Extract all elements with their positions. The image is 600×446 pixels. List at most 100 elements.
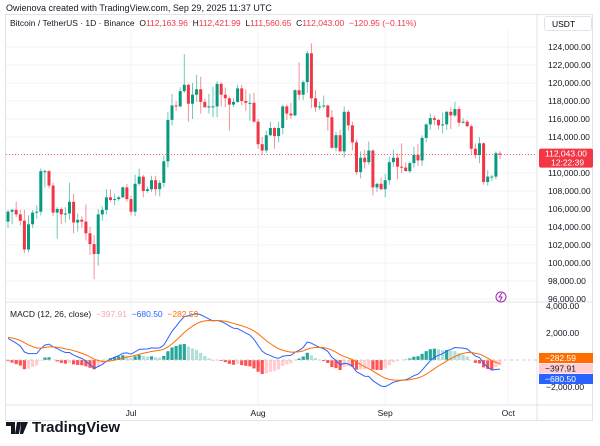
candle-body: [68, 201, 71, 214]
candle-body: [437, 119, 440, 126]
high-value: 112,421.99: [198, 18, 241, 28]
macd-line-value: −680.50: [131, 309, 163, 319]
macd-histogram-bar: [207, 358, 211, 360]
price-tick-label: 98,000.00: [548, 276, 586, 286]
candle-body: [170, 105, 174, 120]
macd-histogram-bar: [14, 360, 18, 365]
candle-body: [404, 167, 408, 172]
tradingview-logo-icon: [6, 421, 28, 434]
candle-body: [273, 128, 276, 137]
macd-histogram-bar: [174, 345, 178, 360]
macd-histogram-bar: [162, 355, 166, 360]
macd-histogram-bar: [322, 360, 326, 362]
candle-body: [182, 84, 186, 92]
macd-histogram-bar: [256, 360, 260, 372]
candle-body: [285, 106, 289, 114]
candle-body: [236, 88, 240, 102]
candle-body: [203, 101, 207, 108]
low-value: 111,560.65: [250, 18, 292, 28]
candle-body: [334, 135, 338, 148]
macd-histogram-bar: [231, 360, 236, 365]
candle-body: [445, 111, 449, 125]
macd-histogram-bar: [449, 350, 453, 360]
candle-body: [154, 180, 158, 190]
candle-body: [100, 209, 104, 215]
lightning-icon: [495, 291, 507, 303]
macd-histogram-bar: [137, 355, 141, 360]
macd-histogram-bar: [182, 344, 186, 360]
candle-body: [396, 157, 399, 167]
candle-body: [10, 209, 14, 212]
macd-histogram-bar: [190, 348, 195, 360]
macd-histogram-bar: [47, 357, 51, 360]
price-tick-label: 114,000.00: [548, 132, 590, 142]
candle-body: [92, 244, 96, 254]
candle-body: [416, 155, 420, 161]
macd-histogram-bar: [453, 351, 457, 360]
candle-body: [453, 109, 457, 116]
macd-signal-value: −282.59: [167, 309, 199, 319]
macd-histogram-bar: [486, 360, 490, 369]
candle-body: [186, 84, 190, 104]
last-price-badge: [539, 148, 593, 168]
candle-body: [309, 53, 313, 99]
candle-body: [96, 214, 100, 254]
price-tick-label: 96,000.00: [548, 294, 586, 304]
candle-body: [379, 183, 383, 190]
candle-body: [432, 118, 436, 120]
macd-histogram-bar: [76, 360, 80, 365]
macd-histogram-bar: [457, 353, 461, 360]
macd-histogram-bar: [39, 360, 43, 361]
candle-body: [461, 121, 465, 123]
time-tick-label: Oct: [502, 408, 516, 418]
candle-body: [252, 102, 256, 122]
macd-histogram-bar: [244, 360, 248, 366]
macd-title[interactable]: MACD (12, 26, close): [10, 309, 92, 319]
candle-body: [244, 101, 248, 103]
macd-histogram-bar: [416, 356, 420, 360]
macd-histogram-bar: [67, 360, 72, 363]
candle-body: [35, 211, 39, 213]
candle-body: [449, 111, 453, 116]
macd-histogram-bar: [490, 360, 494, 370]
candle-body: [355, 142, 358, 173]
candle-body: [420, 137, 424, 161]
candle-body: [441, 124, 445, 126]
macd-histogram-bar: [305, 352, 309, 360]
candle-body: [121, 187, 125, 198]
candle-body: [22, 220, 26, 250]
macd-histogram-bar: [80, 360, 84, 366]
candle-body: [297, 90, 301, 95]
candle-body: [387, 162, 391, 181]
high-label: H: [192, 18, 199, 28]
candle-body: [113, 199, 117, 201]
candle-body: [215, 83, 219, 107]
price-tick-label: 122,000.00: [548, 60, 591, 70]
open-label: O: [139, 18, 146, 28]
candle-body: [223, 94, 227, 99]
macd-histogram-bar: [149, 356, 154, 360]
symbol-title[interactable]: Bitcoin / TetherUS · 1D · Binance: [10, 18, 135, 28]
candle-body: [162, 161, 166, 183]
macd-histogram-bar: [166, 351, 170, 360]
candle-body: [109, 197, 112, 200]
candle-body: [240, 88, 244, 101]
macd-histogram-bar: [408, 358, 412, 360]
candle-body: [359, 157, 363, 173]
candle-body: [256, 121, 260, 145]
candle-body: [232, 101, 235, 105]
macd-value-badge-label: −282.59: [545, 353, 576, 363]
candle-body: [47, 171, 51, 186]
macd-histogram-bar: [268, 360, 272, 372]
price-tick-label: 124,000.00: [548, 42, 591, 52]
macd-histogram-bar: [10, 360, 14, 363]
candle-body: [31, 212, 35, 225]
macd-histogram-bar: [277, 360, 281, 370]
candle-body: [219, 83, 223, 95]
currency-button[interactable]: USDT: [544, 16, 592, 31]
macd-histogram-bar: [59, 360, 63, 363]
brand-name: TradingView: [32, 419, 121, 436]
macd-legend: MACD (12, 26, close) −397.91 −680.50 −28…: [10, 309, 198, 319]
candle-body: [412, 155, 416, 164]
